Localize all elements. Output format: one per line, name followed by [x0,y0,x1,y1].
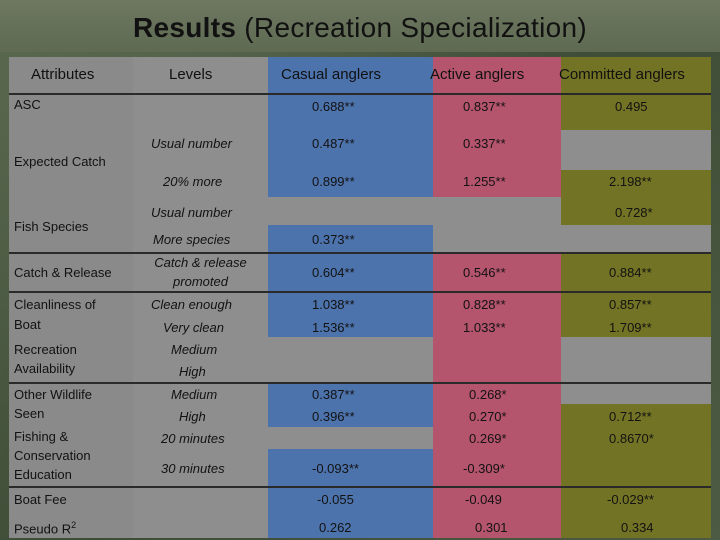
empty-cell [268,197,433,225]
r2-active: 0.301 [475,520,508,535]
level-usual-number: Usual number [151,205,232,220]
row-separator [9,486,711,488]
clean-enough-active: 0.828** [463,297,506,312]
asc-casual: 0.688** [312,99,355,114]
empty-cell [268,337,433,382]
catch-more-committed: 2.198** [609,174,652,189]
attr-catch-release: Catch & Release [14,265,112,280]
level-30-minutes: 30 minutes [161,461,225,476]
release-committed: 0.884** [609,265,652,280]
level-more-species: More species [153,232,231,247]
row-separator [9,382,711,384]
attr-fish-species: Fish Species [14,219,89,234]
level-high: High [179,364,206,379]
header-active: Active anglers [430,66,525,83]
results-table: Attributes Levels Casual anglers Active … [9,57,711,538]
pseudo-r-label: Pseudo R [14,521,72,537]
attr-other-wildlife: Other Wildlife [14,387,93,402]
fee-committed: -0.029** [607,492,654,507]
attr-boat-fee: Boat Fee [14,492,67,507]
empty-cell [433,197,561,252]
empty-cell [561,382,711,404]
release-casual: 0.604** [312,265,355,280]
attr-recreation: Recreation [14,342,77,357]
level-very-clean: Very clean [163,320,224,335]
attr-pseudo-r2: Pseudo R2 [14,516,76,538]
title-bold: Results [132,12,237,43]
fee-active: -0.049 [465,492,502,507]
row-separator [9,93,711,95]
attr-asc: ASC [14,97,41,112]
level-clean-enough: Clean enough [151,297,232,312]
wildlife-high-casual: 0.396** [312,409,355,424]
wildlife-medium-active: 0.268* [469,387,507,402]
attr-boat: Boat [14,317,41,332]
species-usual-committed: 0.728* [615,205,653,220]
release-active: 0.546** [463,265,506,280]
very-clean-active: 1.033** [463,320,506,335]
level-usual-number: Usual number [151,136,232,151]
empty-cell [561,337,711,382]
asc-committed: 0.495 [615,99,648,114]
casual-column [268,57,433,538]
wildlife-medium-casual: 0.387** [312,387,355,402]
catch-usual-casual: 0.487** [312,136,355,151]
very-clean-casual: 1.536** [312,320,355,335]
catch-usual-active: 0.337** [463,136,506,151]
r2-committed: 0.334 [621,520,654,535]
ed-20min-committed: 0.8670* [609,431,654,446]
attributes-column [9,57,133,538]
ed-30min-active: -0.309* [463,461,505,476]
ed-20min-active: 0.269* [469,431,507,446]
slide-title: Results (Recreation Specialization) [0,12,720,44]
attr-conservation: Conservation [14,448,91,463]
active-column [433,57,561,538]
wildlife-high-active: 0.270* [469,409,507,424]
catch-more-active: 1.255** [463,174,506,189]
very-clean-committed: 1.709** [609,320,652,335]
title-rest: (Recreation Specialization) [236,12,588,43]
attr-availability: Availability [14,361,76,376]
attr-cleanliness: Cleanliness of [14,297,96,312]
fee-casual: -0.055 [317,492,354,507]
asc-active: 0.837** [463,99,506,114]
attr-education: Education [14,467,72,482]
species-more-casual: 0.373** [312,232,355,247]
header-levels: Levels [169,66,213,83]
level-medium: Medium [171,387,218,402]
wildlife-high-committed: 0.712** [609,409,652,424]
clean-enough-casual: 1.038** [312,297,355,312]
empty-cell [268,427,433,449]
level-catch-release: Catch & release [154,255,247,270]
level-high: High [179,409,206,424]
pseudo-r-superscript: 2 [71,520,77,530]
r2-casual: 0.262 [319,520,352,535]
clean-enough-committed: 0.857** [609,297,652,312]
level-medium: Medium [171,342,218,357]
empty-cell [561,225,711,252]
row-separator [9,252,711,254]
attr-fishing: Fishing & [14,429,69,444]
header-committed: Committed anglers [559,66,685,83]
levels-column [133,57,268,538]
attr-expected-catch: Expected Catch [14,154,106,169]
title-banner [0,0,720,52]
level-promoted: promoted [173,274,228,289]
row-separator [9,291,711,293]
attr-seen: Seen [14,406,45,421]
empty-cell [561,130,711,170]
catch-more-casual: 0.899** [312,174,355,189]
header-attributes: Attributes [31,66,95,83]
level-20-more: 20% more [163,174,223,189]
ed-30min-casual: -0.093** [312,461,359,476]
level-20-minutes: 20 minutes [161,431,225,446]
header-casual: Casual anglers [281,66,382,83]
